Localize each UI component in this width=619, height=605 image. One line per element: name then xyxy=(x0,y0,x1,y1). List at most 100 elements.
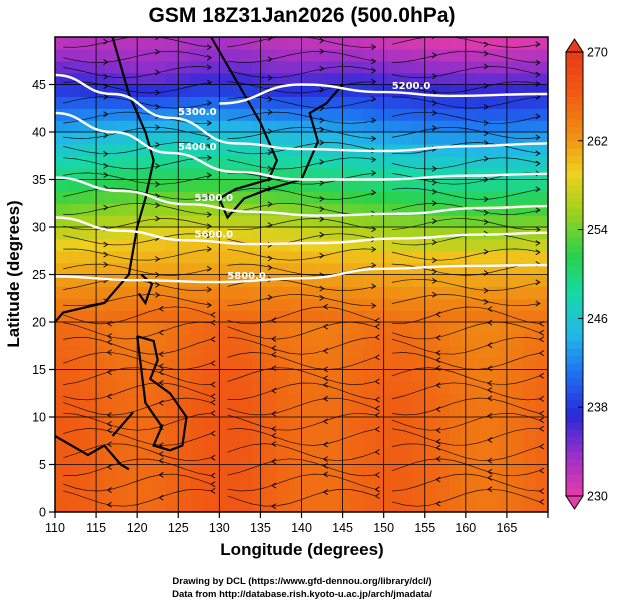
heat-cell xyxy=(350,191,364,204)
heat-cell xyxy=(92,405,105,418)
wind-arrow xyxy=(210,393,216,400)
heat-cell xyxy=(449,357,463,371)
heat-cell xyxy=(511,405,524,418)
wind-arrow xyxy=(319,231,325,238)
heat-cell xyxy=(412,72,426,86)
heat-cell xyxy=(67,250,81,264)
heat-cell xyxy=(313,286,327,299)
wind-arrow xyxy=(435,350,441,356)
heat-cell xyxy=(252,381,266,394)
heat-cell xyxy=(511,333,524,347)
heat-cell xyxy=(326,191,340,204)
heat-cell xyxy=(190,476,204,489)
heat-cell xyxy=(375,405,389,418)
heat-cell xyxy=(535,37,548,50)
heat-cell xyxy=(165,286,179,299)
heat-cell xyxy=(511,60,524,74)
heat-cell xyxy=(326,357,340,371)
heat-cell xyxy=(424,238,438,252)
heat-cell xyxy=(67,369,81,382)
heat-cell xyxy=(523,143,537,157)
heat-cell xyxy=(289,452,303,466)
heat-cell xyxy=(326,405,340,418)
heat-cell xyxy=(276,333,290,347)
heat-cell xyxy=(474,227,487,240)
heat-cell xyxy=(239,48,253,62)
heat-cell xyxy=(190,238,204,252)
heat-cell xyxy=(55,333,68,347)
heat-cell xyxy=(387,393,401,406)
colorbar-tick-label: 262 xyxy=(587,134,608,148)
heat-cell xyxy=(461,108,475,121)
wind-arrow xyxy=(106,339,112,346)
heat-cell xyxy=(350,250,364,264)
heat-cell xyxy=(165,262,179,276)
heat-cell xyxy=(313,440,327,454)
heat-cell xyxy=(215,381,229,394)
heat-cell xyxy=(215,215,229,228)
heat-cell xyxy=(449,37,463,50)
heat-cell xyxy=(375,428,389,442)
heat-cell xyxy=(523,250,537,264)
heat-cell xyxy=(289,286,303,299)
heat-cell xyxy=(387,369,401,382)
heat-cell xyxy=(350,227,364,240)
heat-cell xyxy=(239,428,253,442)
heat-cell xyxy=(276,108,290,121)
heat-cell xyxy=(153,179,167,192)
heat-cell xyxy=(449,298,463,311)
heat-cell xyxy=(289,84,303,97)
heat-cell xyxy=(363,428,376,442)
heat-cell xyxy=(264,108,278,121)
wind-arrow xyxy=(319,206,325,212)
heat-cell xyxy=(511,310,524,323)
wind-arrow xyxy=(538,443,545,450)
heat-cell xyxy=(535,381,548,394)
heat-cell xyxy=(461,120,475,133)
heat-cell xyxy=(92,60,105,74)
heat-cell xyxy=(363,203,376,216)
heat-cell xyxy=(412,333,426,347)
heat-cell xyxy=(461,84,475,97)
heat-cell xyxy=(387,298,401,311)
wind-arrow xyxy=(538,410,545,417)
heat-cell xyxy=(363,417,376,430)
heat-cell xyxy=(363,274,376,287)
heat-cell xyxy=(375,476,389,489)
heat-cell xyxy=(400,417,413,430)
wind-arrow xyxy=(371,135,377,142)
heat-cell xyxy=(264,322,278,335)
heat-cell xyxy=(338,191,352,204)
heat-cell xyxy=(486,440,500,454)
heat-cell xyxy=(215,333,229,347)
heat-cell xyxy=(313,476,327,489)
heat-cell xyxy=(178,238,192,252)
heat-cell xyxy=(313,48,327,62)
heat-cell xyxy=(92,262,105,276)
heat-cell xyxy=(511,179,524,192)
wind-arrow xyxy=(487,306,493,312)
heat-cell xyxy=(239,393,253,406)
contour-line xyxy=(55,73,548,153)
heat-cell xyxy=(104,72,118,86)
heat-cell xyxy=(165,215,179,228)
heat-cell xyxy=(535,476,548,489)
heat-cell xyxy=(498,274,512,287)
colorbar-band xyxy=(566,89,583,97)
heat-cell xyxy=(55,452,68,466)
heat-cell xyxy=(252,452,266,466)
heat-cell xyxy=(511,238,524,252)
heat-cell xyxy=(449,322,463,335)
wind-arrow xyxy=(319,159,325,165)
heat-cell xyxy=(116,48,130,62)
heat-cell xyxy=(387,322,401,335)
heat-cell xyxy=(190,60,204,74)
heat-cell xyxy=(141,417,155,430)
heat-cell xyxy=(190,464,204,477)
heat-cell xyxy=(227,48,241,62)
heat-cell xyxy=(227,428,241,442)
heat-cell xyxy=(338,357,352,371)
heat-cell xyxy=(449,310,463,323)
heat-cell xyxy=(202,262,216,276)
colorbar-band xyxy=(566,207,583,216)
